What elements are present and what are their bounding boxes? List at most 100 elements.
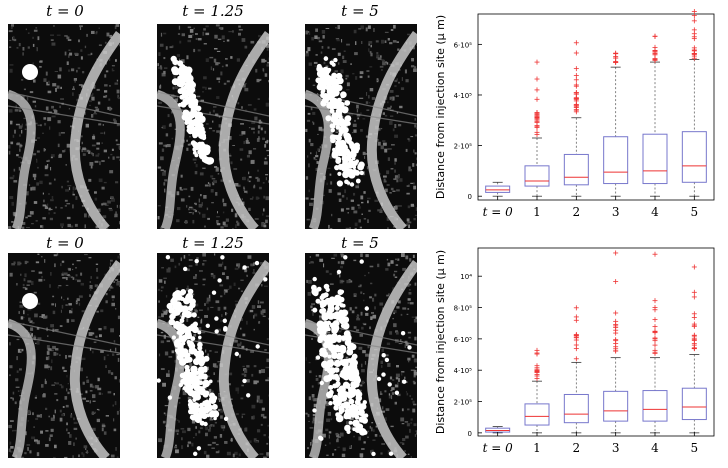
- outlier-marker: [613, 51, 619, 57]
- x-tick-label: 1: [533, 205, 541, 219]
- tissue-band: [218, 260, 269, 458]
- y-tick-label: 4·10⁵: [454, 92, 473, 100]
- outlier-marker: [691, 27, 697, 33]
- outlier-marker: [613, 330, 619, 336]
- outlier-marker: [652, 347, 658, 353]
- x-tick-label: 2: [573, 441, 581, 455]
- outlier-marker: [534, 132, 540, 138]
- y-tick-label: 6·10⁵: [454, 41, 473, 49]
- y-tick-label: 2·10⁵: [454, 399, 473, 407]
- box-body: [524, 165, 550, 187]
- panel-label-bottom-3: t = 5: [341, 234, 379, 252]
- y-tick-label: 4·10⁵: [454, 367, 473, 375]
- outlier-marker: [691, 13, 697, 19]
- outlier-marker: [534, 119, 540, 125]
- plot-frame: [477, 13, 715, 201]
- outlier-marker: [573, 305, 579, 311]
- x-tick-label: 4: [651, 205, 659, 219]
- outlier-marker: [652, 251, 658, 257]
- microscopy-panel-bottom-3: [305, 253, 417, 458]
- nerve-fiber: [8, 89, 36, 229]
- y-tick-label: 8·10⁵: [454, 305, 473, 313]
- outlier-marker: [652, 338, 658, 344]
- tissue-band: [366, 260, 417, 458]
- box-body: [524, 403, 550, 426]
- outlier-marker: [691, 294, 697, 300]
- outlier-marker: [691, 289, 697, 295]
- box-2: [563, 40, 589, 197]
- outlier-marker: [534, 363, 540, 369]
- box-4: [642, 251, 668, 434]
- panel-label-bottom-2: t = 1.25: [182, 234, 244, 252]
- x-tick-label: 5: [691, 205, 699, 219]
- box-body: [563, 153, 589, 186]
- tissue-band: [69, 31, 120, 229]
- y-axis-label: Distance from injection site (μ m): [434, 250, 447, 434]
- outlier-marker: [652, 298, 658, 304]
- box-body: [681, 131, 707, 183]
- y-axis-label: Distance from injection site (μ m): [434, 15, 447, 199]
- outlier-marker: [613, 348, 619, 354]
- outlier-marker: [652, 57, 658, 63]
- box-2: [563, 305, 589, 434]
- outlier-marker: [613, 60, 619, 66]
- outlier-marker: [573, 107, 579, 113]
- microscopy-panel-bottom-2: [157, 253, 269, 458]
- y-tick-label: 10⁴: [460, 273, 472, 281]
- microscopy-panel-top-3: [305, 24, 417, 229]
- outlier-marker: [573, 72, 579, 78]
- box-body: [642, 133, 668, 185]
- outlier-marker: [652, 304, 658, 310]
- outlier-marker: [691, 18, 697, 24]
- outlier-marker: [534, 373, 540, 379]
- outlier-marker: [691, 323, 697, 329]
- outlier-marker: [534, 347, 540, 353]
- plot-frame: [477, 247, 715, 437]
- injection-particles: [170, 55, 215, 165]
- injection-particles: [311, 255, 412, 457]
- box-0: [485, 426, 511, 434]
- outlier-marker: [573, 356, 579, 362]
- outlier-marker: [573, 82, 579, 88]
- outlier-marker: [613, 325, 619, 331]
- outlier-marker: [652, 328, 658, 334]
- box-1: [524, 59, 550, 197]
- outlier-marker: [691, 332, 697, 338]
- x-tick-label: 3: [612, 441, 620, 455]
- outlier-marker: [573, 96, 579, 102]
- outlier-marker: [652, 317, 658, 323]
- tissue-texture: [8, 253, 120, 458]
- boxplot-bottom: 0 2·10⁵ 4·10⁵ 6·10⁵ 8·10⁵ 10⁴ Distance from in…: [434, 247, 715, 455]
- outlier-marker: [691, 311, 697, 317]
- outlier-marker: [534, 59, 540, 65]
- box-body: [642, 390, 668, 422]
- outlier-marker: [691, 337, 697, 343]
- outlier-marker: [613, 340, 619, 346]
- panel-label-top-2: t = 1.25: [182, 2, 244, 20]
- panel-label-top-3: t = 5: [341, 2, 379, 20]
- box-body: [485, 185, 511, 193]
- x-tick-label: t = 0: [483, 441, 514, 455]
- y-tick-label: 6·10⁵: [454, 336, 473, 344]
- x-tick-label: 4: [651, 441, 659, 455]
- outlier-marker: [652, 342, 658, 348]
- injection-particles: [157, 255, 268, 456]
- outlier-marker: [534, 87, 540, 93]
- x-tick-label: 3: [612, 205, 620, 219]
- outlier-marker: [652, 324, 658, 330]
- tissue-band: [69, 260, 120, 458]
- tissue-band: [218, 31, 269, 229]
- injection-particles: [22, 64, 38, 80]
- box-3: [603, 250, 629, 434]
- y-tick-label: 2·10⁵: [454, 143, 473, 151]
- box-body: [603, 136, 629, 185]
- x-tick-label: t = 0: [483, 205, 514, 219]
- tissue-band: [366, 31, 417, 229]
- box-5: [681, 264, 707, 434]
- x-tick-label: 5: [691, 441, 699, 455]
- outlier-marker: [613, 310, 619, 316]
- box-1: [524, 347, 550, 434]
- injection-particles: [22, 293, 38, 309]
- y-tick-label: 0: [468, 430, 472, 438]
- outlier-marker: [652, 44, 658, 50]
